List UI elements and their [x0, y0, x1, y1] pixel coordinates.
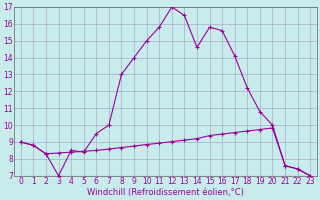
X-axis label: Windchill (Refroidissement éolien,°C): Windchill (Refroidissement éolien,°C) [87, 188, 244, 197]
